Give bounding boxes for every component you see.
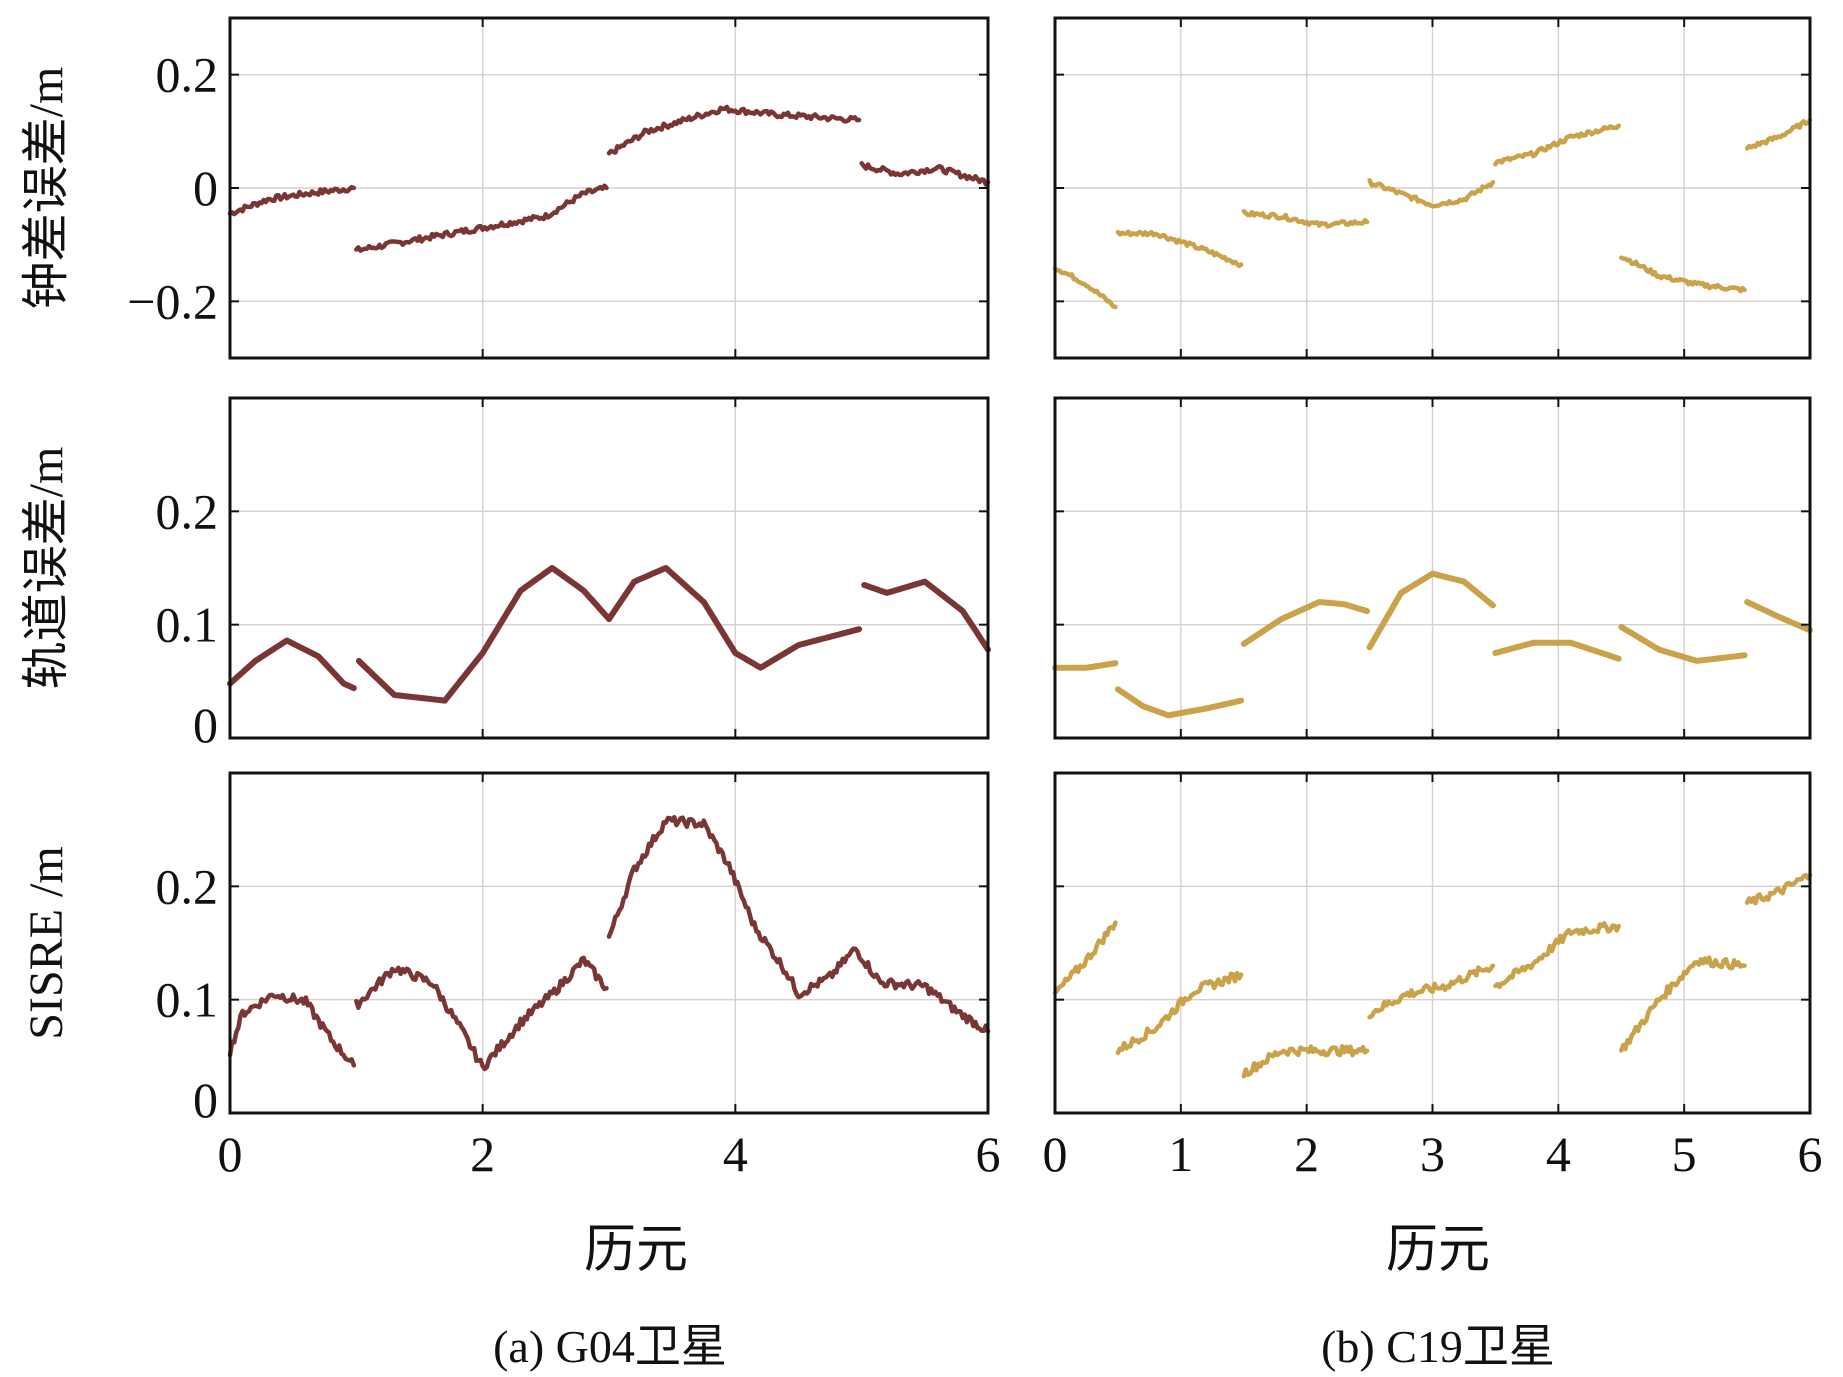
ytick-label: 0 xyxy=(193,697,218,753)
panel-g04-orbit-error: 0 0.1 0.2 轨道误差/m xyxy=(20,396,991,753)
series-line xyxy=(1367,963,1496,1020)
series-line xyxy=(1493,123,1621,167)
panel-g04-clock-error: −0.2 0 0.2 钟差误差/m xyxy=(20,16,991,360)
xtick-label: 4 xyxy=(1546,1126,1571,1182)
series-line xyxy=(1744,599,1813,634)
panel-c19-sisre: 0 1 2 3 4 5 6 xyxy=(1043,771,1823,1182)
xtick-label: 6 xyxy=(976,1126,1001,1182)
series-line xyxy=(1744,872,1813,906)
left-column: −0.2 0 0.2 钟差误差/m 0 0.1 0.2 轨道误差/m 0 0.1 0.2 0 2 4 6… xyxy=(20,16,1001,1372)
series-line xyxy=(1493,921,1621,990)
xtick-label: 0 xyxy=(1043,1126,1068,1182)
series-line xyxy=(354,955,609,1072)
xtick-label: 4 xyxy=(723,1126,748,1182)
series-line xyxy=(606,104,862,156)
left-caption: (a) G04卫星 xyxy=(493,1321,727,1372)
series-line xyxy=(1115,229,1244,269)
series-line xyxy=(227,637,357,692)
series-line xyxy=(1115,970,1244,1056)
ytick-label: 0.1 xyxy=(156,597,219,653)
series-line xyxy=(1114,686,1245,719)
series-line xyxy=(1241,209,1370,229)
y-axis-label: 轨道误差/m xyxy=(20,447,73,690)
xtick-label: 2 xyxy=(1294,1126,1319,1182)
xtick-label: 6 xyxy=(1798,1126,1823,1182)
xtick-label: 2 xyxy=(470,1126,495,1182)
panel-c19-clock-error xyxy=(1052,16,1813,360)
series-line xyxy=(1367,178,1496,209)
y-axis-label: 钟差误差/m xyxy=(20,67,73,310)
series-line xyxy=(1052,660,1119,671)
series-line xyxy=(1619,955,1747,1053)
series-line xyxy=(1052,266,1118,310)
ytick-label: −0.2 xyxy=(127,273,218,329)
xtick-label: 3 xyxy=(1420,1126,1445,1182)
panel-c19-orbit-error xyxy=(1052,396,1813,740)
plot-frame xyxy=(228,771,990,1115)
series-line xyxy=(606,814,991,1034)
xtick-label: 0 xyxy=(218,1126,243,1182)
series-line xyxy=(1052,920,1118,995)
series-line xyxy=(1240,599,1371,647)
ytick-label: 0.2 xyxy=(156,483,219,539)
panel-g04-sisre: 0 0.1 0.2 0 2 4 6 SISRE /m xyxy=(20,771,1001,1182)
xtick-label: 1 xyxy=(1168,1126,1193,1182)
right-column: 0 1 2 3 4 5 6 历元 (b) C19卫星 xyxy=(1043,16,1823,1372)
series-line xyxy=(227,184,357,217)
series-line xyxy=(1241,1044,1370,1079)
series-line xyxy=(859,161,991,187)
right-caption: (b) C19卫星 xyxy=(1321,1321,1555,1372)
plot-frame xyxy=(228,396,990,740)
series-line xyxy=(861,578,991,653)
series-line xyxy=(606,565,863,671)
ytick-label: 0.2 xyxy=(156,47,219,103)
series-line xyxy=(1492,639,1622,662)
ytick-label: 0.1 xyxy=(156,972,219,1028)
series-line xyxy=(1744,117,1813,151)
left-xlabel: 历元 xyxy=(584,1222,688,1279)
xtick-label: 5 xyxy=(1672,1126,1697,1182)
ytick-label: 0 xyxy=(193,1072,218,1128)
series-line xyxy=(354,183,609,253)
series-line xyxy=(227,992,357,1068)
series-line xyxy=(1618,623,1748,664)
right-xlabel: 历元 xyxy=(1386,1222,1490,1279)
series-line xyxy=(1619,255,1747,294)
ytick-label: 0 xyxy=(193,160,218,216)
ytick-label: 0.2 xyxy=(156,858,219,914)
series-line xyxy=(1366,570,1496,651)
y-axis-label: SISRE /m xyxy=(20,846,73,1039)
series-line xyxy=(355,565,612,704)
